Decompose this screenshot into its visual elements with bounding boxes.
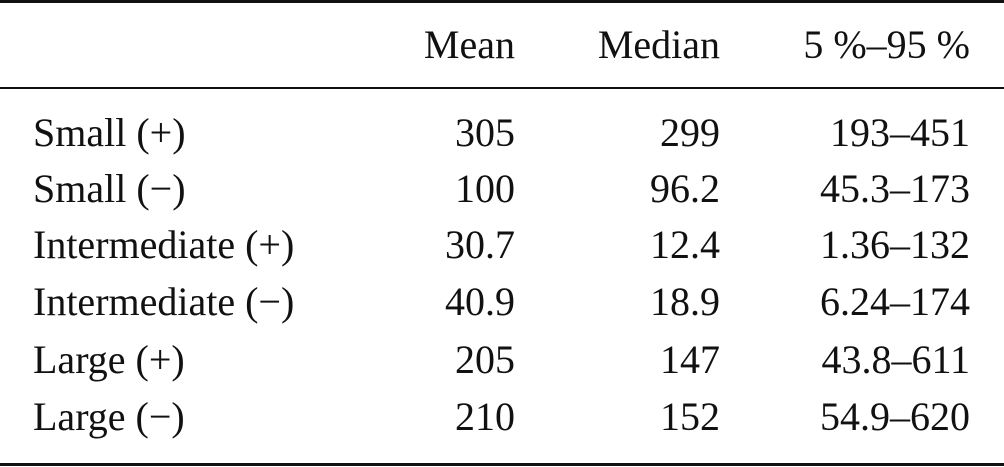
table-cell: 40.9	[445, 279, 515, 324]
table-cell: 100	[455, 166, 515, 211]
column-header: 5 %–95 %	[803, 22, 970, 67]
table-cell: 152	[660, 394, 720, 439]
table-cell: 54.9–620	[820, 394, 970, 439]
top-rule	[0, 0, 1004, 3]
table-cell: 18.9	[650, 279, 720, 324]
table-cell: 12.4	[650, 222, 720, 267]
row-label: Small (−)	[33, 166, 186, 211]
table-cell: 43.8–611	[821, 337, 970, 382]
column-header: Median	[597, 22, 720, 67]
table-cell: 1.36–132	[820, 222, 970, 267]
row-label: Large (−)	[33, 394, 185, 439]
table-cell: 147	[660, 337, 720, 382]
table-cell: 305	[455, 110, 515, 155]
table-cell: 193–451	[830, 110, 970, 155]
table-cell: 30.7	[445, 222, 515, 267]
row-label: Small (+)	[33, 110, 186, 155]
column-header: Mean	[423, 22, 515, 67]
table-cell: 6.24–174	[820, 279, 970, 324]
table-cell: 210	[455, 394, 515, 439]
table-cell: 96.2	[650, 166, 720, 211]
table-cell: 299	[660, 110, 720, 155]
table-cell: 45.3–173	[820, 166, 970, 211]
row-label: Intermediate (+)	[33, 222, 295, 267]
header-rule	[0, 87, 1004, 89]
bottom-rule	[0, 463, 1004, 466]
table-cell: 205	[455, 337, 515, 382]
row-label: Intermediate (−)	[33, 279, 295, 324]
row-label: Large (+)	[33, 337, 185, 382]
